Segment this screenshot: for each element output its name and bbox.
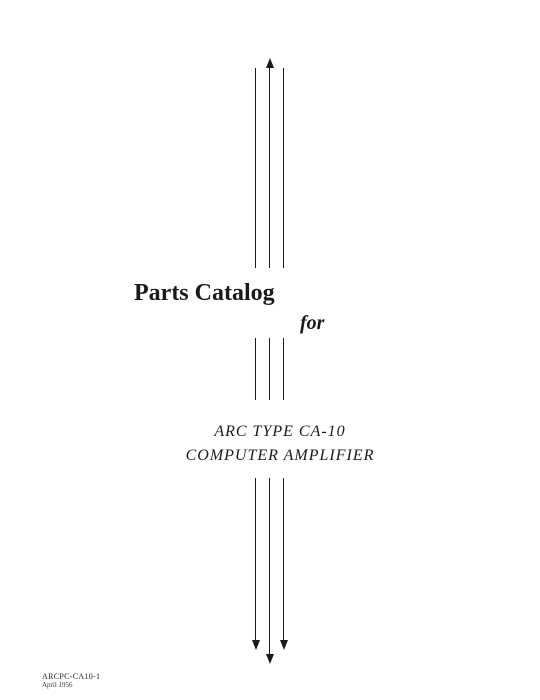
vline [255,478,256,640]
vline [283,68,284,268]
vline [255,338,256,400]
document-title: Parts Catalog [134,280,275,307]
subtitle-line-2: COMPUTER AMPLIFIER [186,447,375,464]
subtitle-line-1: ARC TYPE CA-10 [214,423,345,440]
vline [255,68,256,268]
footer-date: April 1956 [42,681,73,689]
arrow-down-icon [266,654,274,664]
footer-document-number: ARCPC-CA10-1 [42,672,100,681]
document-title-for: for [300,312,324,335]
divider-lines-bottom [255,478,285,664]
arrow-down-icon [252,640,260,650]
vline [269,68,270,268]
document-subtitle: ARC TYPE CA-10 COMPUTER AMPLIFIER [150,420,410,468]
divider-lines-top [255,58,285,268]
vline [269,338,270,400]
arrow-up-icon [266,58,274,68]
arrow-down-icon [280,640,288,650]
vline [283,338,284,400]
vline [269,478,270,654]
divider-lines-middle [255,338,285,400]
vline [283,478,284,640]
document-page: Parts Catalog for ARC TYPE CA-10 COMPUTE… [0,0,540,700]
